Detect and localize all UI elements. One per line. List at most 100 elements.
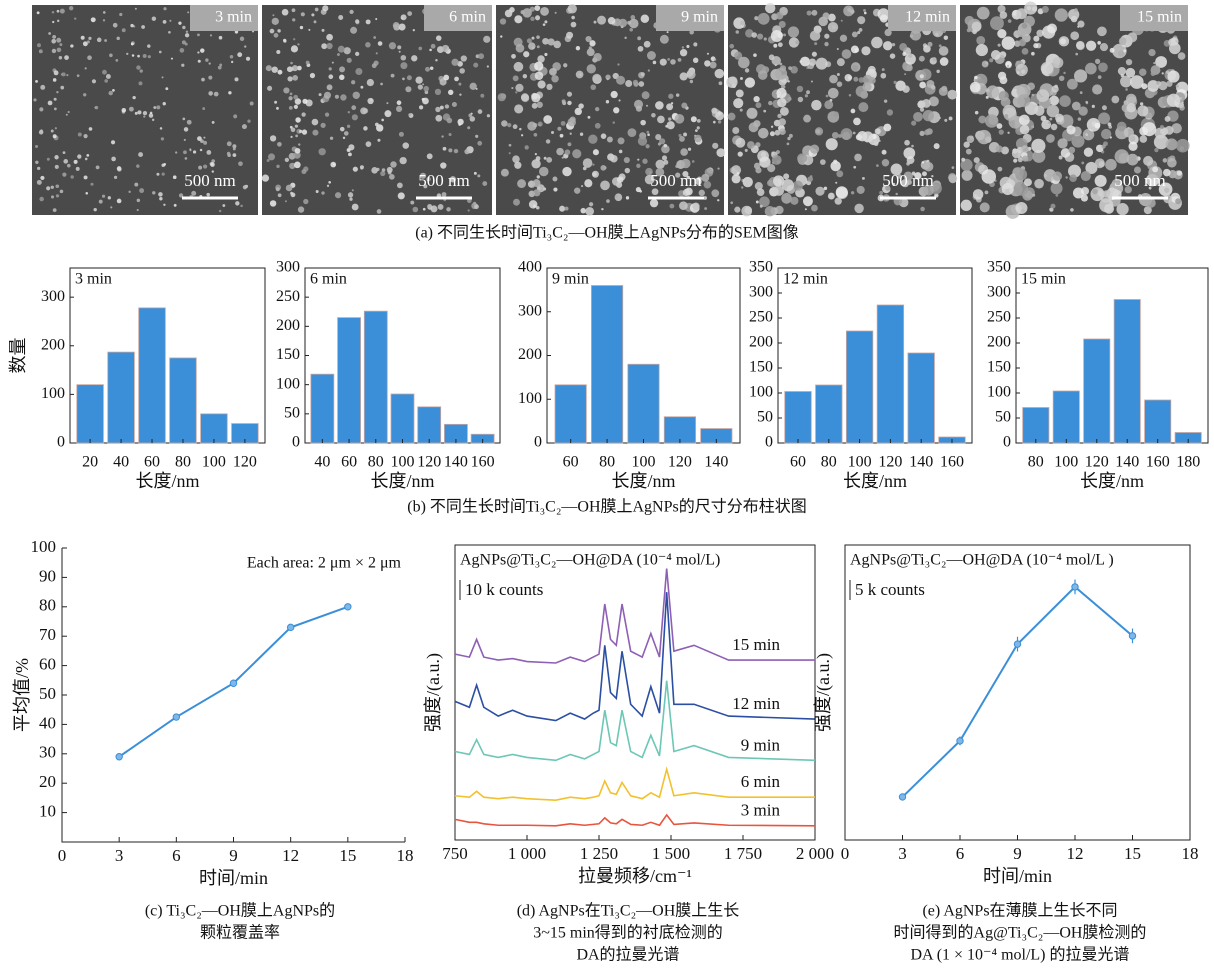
- particle: [861, 46, 871, 56]
- particle: [267, 85, 273, 91]
- x-tick-label: 80: [821, 454, 837, 471]
- particle: [944, 118, 948, 122]
- particle: [1175, 198, 1182, 205]
- particle: [339, 126, 345, 132]
- particle: [880, 72, 887, 79]
- particle: [1004, 114, 1009, 119]
- particle: [1017, 157, 1023, 163]
- particle: [1082, 128, 1095, 141]
- particle: [779, 106, 789, 116]
- particle: [1043, 169, 1057, 182]
- particle: [809, 30, 821, 41]
- particle: [669, 203, 675, 209]
- particle: [62, 172, 67, 177]
- particle: [853, 165, 857, 169]
- particle: [717, 120, 722, 124]
- annotation: 9 min: [552, 271, 589, 288]
- particle: [966, 28, 971, 33]
- particle: [536, 175, 540, 179]
- particle: [1070, 31, 1080, 41]
- x-tick-label: 140: [704, 454, 728, 471]
- particle: [1007, 19, 1012, 23]
- particle: [906, 179, 912, 185]
- particle: [571, 15, 575, 20]
- particle: [1098, 112, 1111, 125]
- particle: [543, 115, 553, 124]
- particle: [605, 74, 611, 80]
- particle: [592, 163, 595, 166]
- particle: [770, 30, 783, 43]
- particle: [352, 166, 358, 172]
- particle: [55, 184, 60, 189]
- particle: [1051, 85, 1059, 93]
- particle: [836, 170, 844, 178]
- particle: [1125, 58, 1133, 66]
- particle: [714, 68, 725, 79]
- x-tick-label: 40: [113, 454, 129, 471]
- particle: [528, 200, 538, 209]
- particle: [351, 203, 359, 211]
- particle: [66, 74, 69, 77]
- particle: [95, 165, 100, 170]
- particle: [1167, 70, 1180, 83]
- particle: [249, 101, 254, 106]
- particle: [616, 176, 624, 183]
- particle: [331, 61, 334, 64]
- particle: [1165, 138, 1178, 151]
- particle: [86, 40, 90, 44]
- particle: [931, 174, 934, 178]
- particle: [635, 187, 641, 193]
- particle: [40, 84, 46, 90]
- particle: [1105, 158, 1117, 171]
- particle: [217, 65, 222, 70]
- particle: [1008, 115, 1022, 129]
- particle: [203, 140, 208, 145]
- particle: [182, 25, 186, 30]
- bar: [845, 330, 874, 444]
- particle: [921, 98, 931, 108]
- particle: [985, 95, 989, 99]
- particle: [911, 144, 914, 148]
- particle: [735, 89, 744, 98]
- particle: [340, 94, 347, 101]
- y-axis-label: 平均值/%: [12, 658, 32, 732]
- particle: [295, 134, 298, 138]
- particle: [415, 76, 423, 84]
- particle: [208, 75, 213, 80]
- particle: [640, 72, 645, 77]
- particle: [767, 164, 776, 173]
- particle: [889, 53, 896, 59]
- particle: [284, 200, 287, 203]
- particle: [570, 21, 577, 28]
- particle: [303, 198, 309, 205]
- particle: [527, 121, 537, 131]
- particle: [824, 100, 834, 110]
- x-tick-label: 18: [1182, 844, 1199, 863]
- particle: [941, 85, 948, 92]
- particle: [740, 20, 746, 26]
- particle: [36, 179, 42, 185]
- bar: [1144, 399, 1172, 444]
- particle: [222, 204, 226, 207]
- particle: [1068, 146, 1076, 154]
- x-tick-label: 1 750: [724, 844, 762, 863]
- particle: [999, 11, 1008, 19]
- particle: [879, 190, 884, 195]
- particle: [200, 48, 205, 53]
- particle: [412, 28, 416, 32]
- x-tick-label: 60: [563, 454, 579, 471]
- x-tick-label: 120: [417, 454, 441, 471]
- particle: [694, 129, 698, 132]
- particle: [1066, 78, 1078, 90]
- point: [1071, 583, 1079, 591]
- particle: [1085, 40, 1097, 51]
- particle: [1059, 95, 1071, 107]
- particle: [1001, 183, 1014, 196]
- particle: [77, 154, 82, 159]
- particle: [423, 184, 428, 189]
- particle: [578, 103, 584, 109]
- particle: [588, 134, 598, 144]
- particle: [38, 130, 44, 135]
- particle: [446, 207, 451, 212]
- particle: [1155, 56, 1167, 68]
